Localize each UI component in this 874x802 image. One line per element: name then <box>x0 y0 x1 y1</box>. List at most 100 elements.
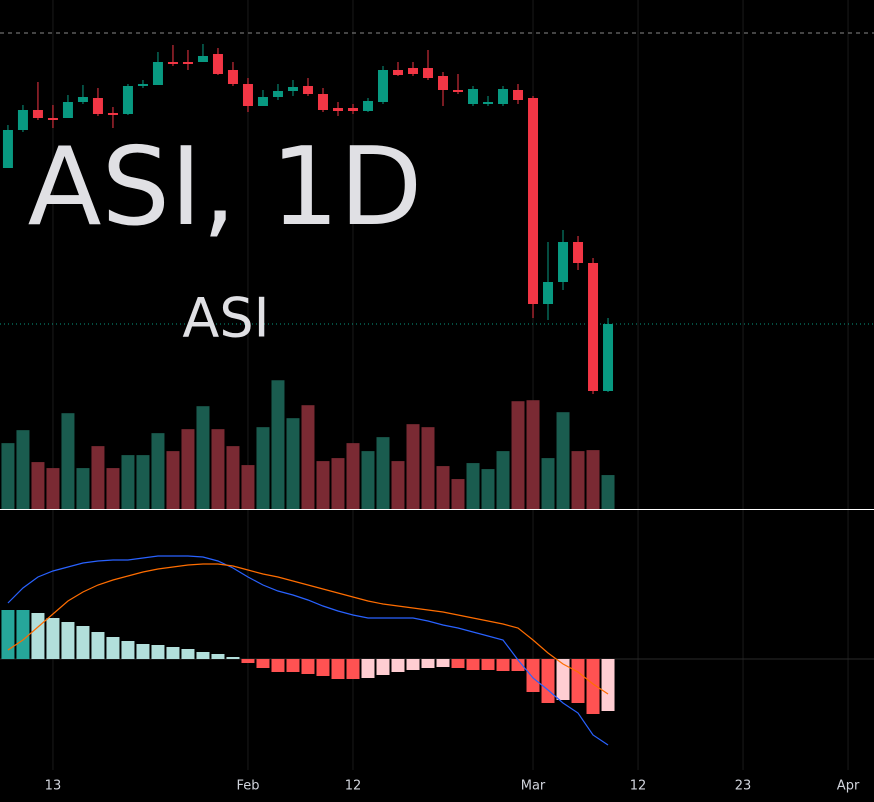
x-tick-label: Mar <box>521 779 546 794</box>
candle-body <box>257 97 268 106</box>
macd-histogram-bar <box>376 659 390 675</box>
volume-bar <box>46 468 60 509</box>
volume-bar <box>526 400 540 509</box>
macd-histogram-bar <box>256 659 270 668</box>
volume-bar <box>31 462 45 509</box>
macd-histogram-bar <box>316 659 330 676</box>
macd-histogram-bar <box>556 659 570 700</box>
volume-bar <box>106 468 120 509</box>
macd-histogram-bar <box>91 632 105 659</box>
volume-bar <box>136 455 150 509</box>
candle-body <box>17 110 28 130</box>
candle-body <box>332 108 343 111</box>
candle-body <box>272 91 283 97</box>
macd-histogram-bar <box>166 647 180 659</box>
volume-bar <box>391 461 405 509</box>
volume-bar <box>601 475 615 509</box>
candle-body <box>227 70 238 84</box>
volume-bar <box>211 429 225 509</box>
macd-histogram-bar <box>181 649 195 659</box>
macd-histogram-bar <box>61 622 75 659</box>
candle-body <box>603 324 614 391</box>
candle-body <box>392 70 403 75</box>
x-tick-label: 13 <box>45 779 62 794</box>
macd-histogram-bar <box>31 613 45 659</box>
candle-body <box>453 90 464 92</box>
macd-histogram-bar <box>16 610 30 659</box>
volume-bar <box>511 401 525 509</box>
volume-bar <box>361 451 375 509</box>
volume-bar <box>436 466 450 509</box>
macd-histogram-bar <box>241 659 255 663</box>
volume-bar <box>316 461 330 509</box>
candle-body <box>287 87 298 91</box>
macd-histogram-bar <box>451 659 465 668</box>
chart-title: ASI, 1D <box>28 125 423 250</box>
x-tick-label: 12 <box>630 779 647 794</box>
candle-body <box>317 94 328 110</box>
candle-body <box>513 90 524 100</box>
candle-body <box>167 62 178 64</box>
macd-histogram-bar <box>1 610 15 659</box>
candle-body <box>422 68 433 78</box>
volume-bar <box>226 446 240 509</box>
macd-histogram-bar <box>436 659 450 667</box>
volume-bar <box>151 433 165 509</box>
volume-bar <box>451 479 465 509</box>
macd-histogram-bar <box>286 659 300 672</box>
signal-line <box>7 563 609 695</box>
volume-bar <box>61 413 75 509</box>
x-tick-label: Feb <box>236 779 259 794</box>
macd-histogram-bar <box>526 659 540 692</box>
volume-bar <box>541 458 555 509</box>
macd-histogram-bar <box>466 659 480 670</box>
x-tick-label: 12 <box>345 779 362 794</box>
macd-histogram-bar <box>106 637 120 659</box>
x-tick-label: Apr <box>837 779 860 794</box>
volume-bar <box>481 469 495 509</box>
candle-body <box>483 102 494 104</box>
macd-histogram-bar <box>481 659 495 670</box>
candle-body <box>62 102 73 118</box>
volume-bar <box>196 406 210 509</box>
volume-bar <box>286 418 300 509</box>
volume-bar <box>1 443 15 509</box>
volume-bar <box>331 458 345 509</box>
candle-body <box>77 97 88 102</box>
volume-bar <box>16 430 30 509</box>
volume-bar <box>76 468 90 509</box>
macd-line <box>7 555 609 746</box>
macd-histogram-bar <box>121 641 135 659</box>
volume-bar <box>571 451 585 509</box>
volume-bar <box>556 412 570 509</box>
candle-body <box>588 263 599 391</box>
candle-body <box>558 242 569 282</box>
macd-histogram-bar <box>406 659 420 670</box>
candle-body <box>528 98 539 304</box>
volume-bar <box>376 437 390 509</box>
volume-bar <box>91 446 105 509</box>
macd-histogram-bar <box>271 659 285 672</box>
volume-bar <box>301 405 315 509</box>
macd-histogram-bar <box>196 652 210 659</box>
volume-bar <box>166 451 180 509</box>
candle-body <box>152 62 163 85</box>
volume-bar <box>121 455 135 509</box>
macd-histogram-bar <box>496 659 510 671</box>
candle-body <box>347 108 358 111</box>
volume-bar <box>271 380 285 509</box>
volume-bar <box>181 429 195 509</box>
macd-histogram-bar <box>301 659 315 674</box>
x-tick-label: 23 <box>735 779 752 794</box>
candle-body <box>573 242 584 263</box>
candle-body <box>242 84 253 106</box>
macd-histogram-bar <box>541 659 555 703</box>
macd-histogram-bar <box>46 618 60 659</box>
macd-histogram-bar <box>601 659 615 711</box>
volume-bar <box>421 427 435 509</box>
candle-body <box>212 54 223 74</box>
candle-body <box>468 89 479 104</box>
candle-body <box>438 76 449 90</box>
volume-bar <box>346 443 360 509</box>
